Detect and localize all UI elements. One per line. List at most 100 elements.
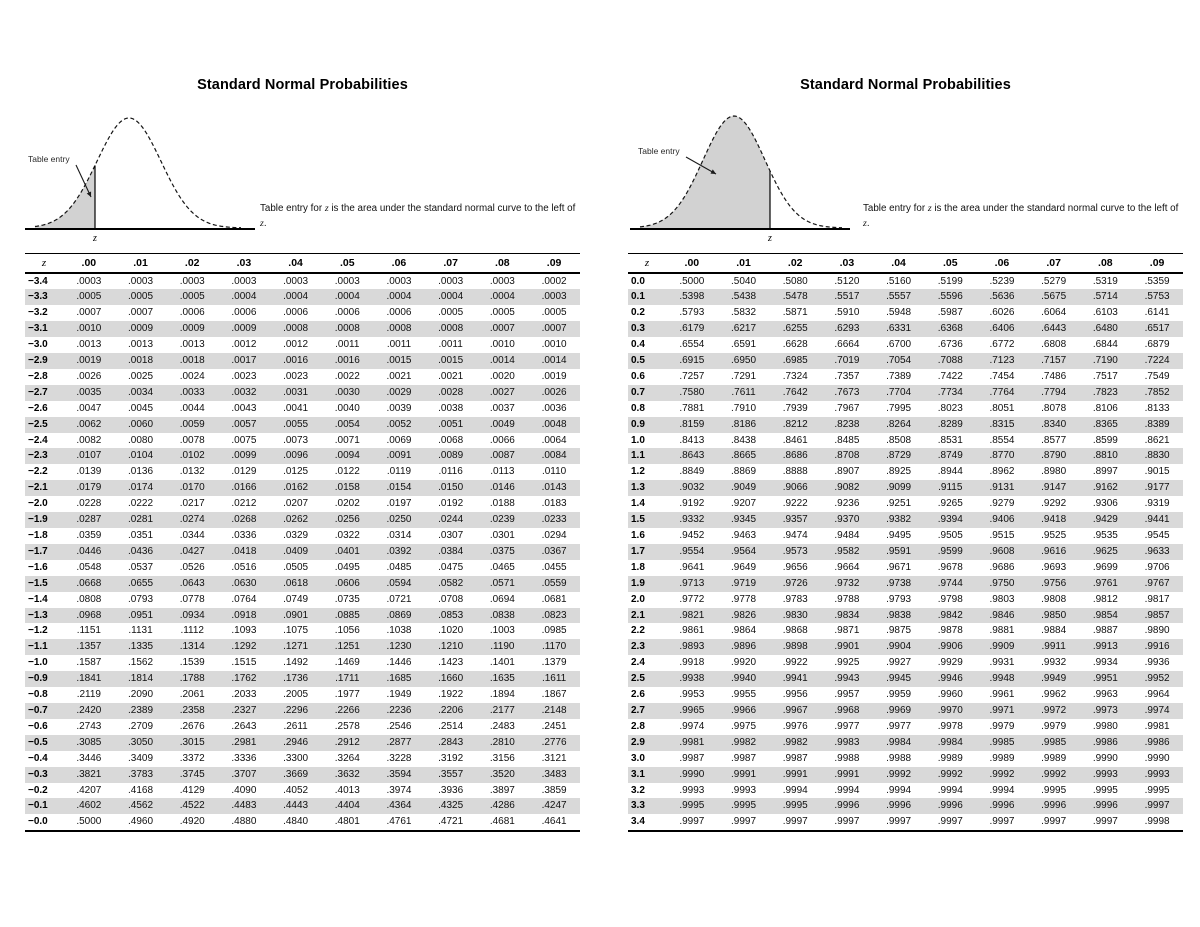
table-row: 0.9 .8159 .8186 .8212 .8238 .8264 .8289 .8315 .8… <box>628 416 1183 433</box>
column-header: .05 <box>942 256 958 269</box>
probability-cell: .0359 <box>76 530 102 541</box>
probability-cell: .0069 <box>386 434 412 446</box>
probability-cell: .2005 <box>283 689 309 701</box>
z-value: 1.0 <box>631 434 645 446</box>
probability-cell: .9979 <box>1041 720 1067 732</box>
probability-cell: .0197 <box>386 498 412 510</box>
probability-cell: .8907 <box>834 466 860 478</box>
probability-cell: .7357 <box>834 370 860 382</box>
probability-cell: .7257 <box>679 370 705 382</box>
probability-cell: .9961 <box>989 689 1015 701</box>
probability-cell: .9484 <box>834 530 860 541</box>
probability-cell: .6664 <box>834 339 860 351</box>
probability-cell: .0885 <box>334 609 360 621</box>
probability-cell: .9995 <box>731 800 757 812</box>
probability-cell: .3632 <box>334 768 360 780</box>
probability-cell: .0005 <box>179 291 205 303</box>
probability-cell: .0143 <box>541 482 567 494</box>
probability-cell: .6443 <box>1041 323 1067 335</box>
probability-cell: .3156 <box>489 752 515 764</box>
probability-cell: .9573 <box>782 545 808 557</box>
probability-cell: .2389 <box>128 704 154 716</box>
probability-cell: .2119 <box>76 689 101 701</box>
probability-cell: .0485 <box>386 561 412 573</box>
probability-cell: .5239 <box>989 275 1015 287</box>
table-row: 0.2 .5793 .5832 .5871 .5910 .5948 .5987 .6026 .6… <box>628 305 1183 321</box>
probability-cell: .9049 <box>731 482 757 494</box>
probability-cell: .9997 <box>731 816 757 828</box>
probability-cell: .1611 <box>541 673 567 685</box>
z-value: 0.0 <box>631 275 645 287</box>
probability-cell: .0075 <box>231 434 257 446</box>
annotation-arrow <box>75 164 92 198</box>
probability-cell: .9985 <box>989 736 1015 748</box>
probability-cell: .9878 <box>937 625 963 637</box>
probability-cell: .9996 <box>1041 800 1067 812</box>
probability-cell: .0008 <box>438 323 464 335</box>
table-row: 1.6 .9452 .9463 .9474 .9484 .9495 .9505 .9515 .9… <box>628 528 1183 544</box>
probability-cell: .0475 <box>438 561 464 573</box>
probability-cell: .9978 <box>937 720 963 732</box>
probability-cell: .0027 <box>489 386 515 398</box>
probability-cell: .6915 <box>679 355 705 367</box>
probability-cell: .0007 <box>128 307 154 319</box>
table-row: 0.8 .7881 .7910 .7939 .7967 .7995 .8023 .8051 .8… <box>628 401 1183 417</box>
probability-cell: .0170 <box>179 482 205 494</box>
probability-cell: .9861 <box>679 625 705 637</box>
probability-cell: .0749 <box>283 593 309 605</box>
probability-cell: .9946 <box>937 673 963 685</box>
probability-cell: .9713 <box>679 577 705 589</box>
probability-cell: .9896 <box>731 641 757 653</box>
probability-cell: .0080 <box>128 434 154 446</box>
probability-cell: .6480 <box>1092 323 1118 335</box>
probability-cell: .9406 <box>989 514 1015 526</box>
probability-cell: .0041 <box>283 402 309 414</box>
probability-cell: .2546 <box>386 720 412 732</box>
probability-cell: .9279 <box>989 498 1015 510</box>
table-row: 2.4 .9918 .9920 .9922 .9925 .9927 .9929 .9931 .9… <box>628 655 1183 671</box>
probability-cell: .0014 <box>489 355 515 367</box>
probability-cell: .1190 <box>490 641 515 653</box>
probability-cell: .0233 <box>541 514 567 526</box>
probability-cell: .9850 <box>1041 609 1067 621</box>
probability-cell: .9964 <box>1144 689 1170 701</box>
probability-cell: .0026 <box>76 370 102 382</box>
table-row: −3.0 .0013 .0013 .0013 .0012 .0012 .0011 .0011.… <box>25 337 580 353</box>
probability-cell: .9989 <box>989 752 1015 764</box>
probability-cell: .7291 <box>731 370 757 382</box>
probability-cell: .0091 <box>386 450 412 462</box>
probability-cell: .0044 <box>179 402 205 414</box>
probability-cell: .9147 <box>1041 482 1067 494</box>
probability-cell: .0045 <box>128 402 154 414</box>
table-row: −0.3 .3821 .3783 .3745 .3707 .3669 .3632 .3594.… <box>25 766 580 783</box>
caption-text: . <box>263 218 267 230</box>
probability-cell: .8729 <box>886 450 912 462</box>
probability-cell: .0019 <box>76 355 102 367</box>
probability-cell: .0051 <box>438 418 464 430</box>
probability-cell: .0314 <box>386 530 412 541</box>
probability-cell: .9991 <box>731 768 757 780</box>
probability-cell: .1587 <box>76 657 102 669</box>
probability-cell: .4286 <box>489 800 515 812</box>
probability-cell: .9535 <box>1092 530 1118 541</box>
table-row: −2.4 .0082 .0080 .0078 .0075 .0073 .0071 .0069.… <box>25 433 580 449</box>
probability-cell: .0054 <box>334 418 360 430</box>
probability-cell: .7939 <box>782 402 808 414</box>
probability-cell: .3121 <box>541 752 567 764</box>
probability-cell: .9909 <box>989 641 1015 653</box>
z-value: 1.3 <box>631 482 645 494</box>
probability-cell: .4207 <box>76 784 102 796</box>
probability-cell: .7517 <box>1092 370 1118 382</box>
probability-cell: .2033 <box>231 689 257 701</box>
probability-cell: .9719 <box>731 577 757 589</box>
probability-cell: .8159 <box>679 418 705 430</box>
z-value: −2.2 <box>28 466 48 478</box>
z-value: 0.5 <box>631 355 645 367</box>
probability-cell: .8078 <box>1041 402 1067 414</box>
probability-cell: .9893 <box>679 641 705 653</box>
probability-cell: .3192 <box>438 752 464 764</box>
probability-cell: .9983 <box>834 736 860 748</box>
probability-cell: .5714 <box>1092 291 1118 303</box>
probability-cell: .9803 <box>989 593 1015 605</box>
probability-cell: .0021 <box>438 370 464 382</box>
